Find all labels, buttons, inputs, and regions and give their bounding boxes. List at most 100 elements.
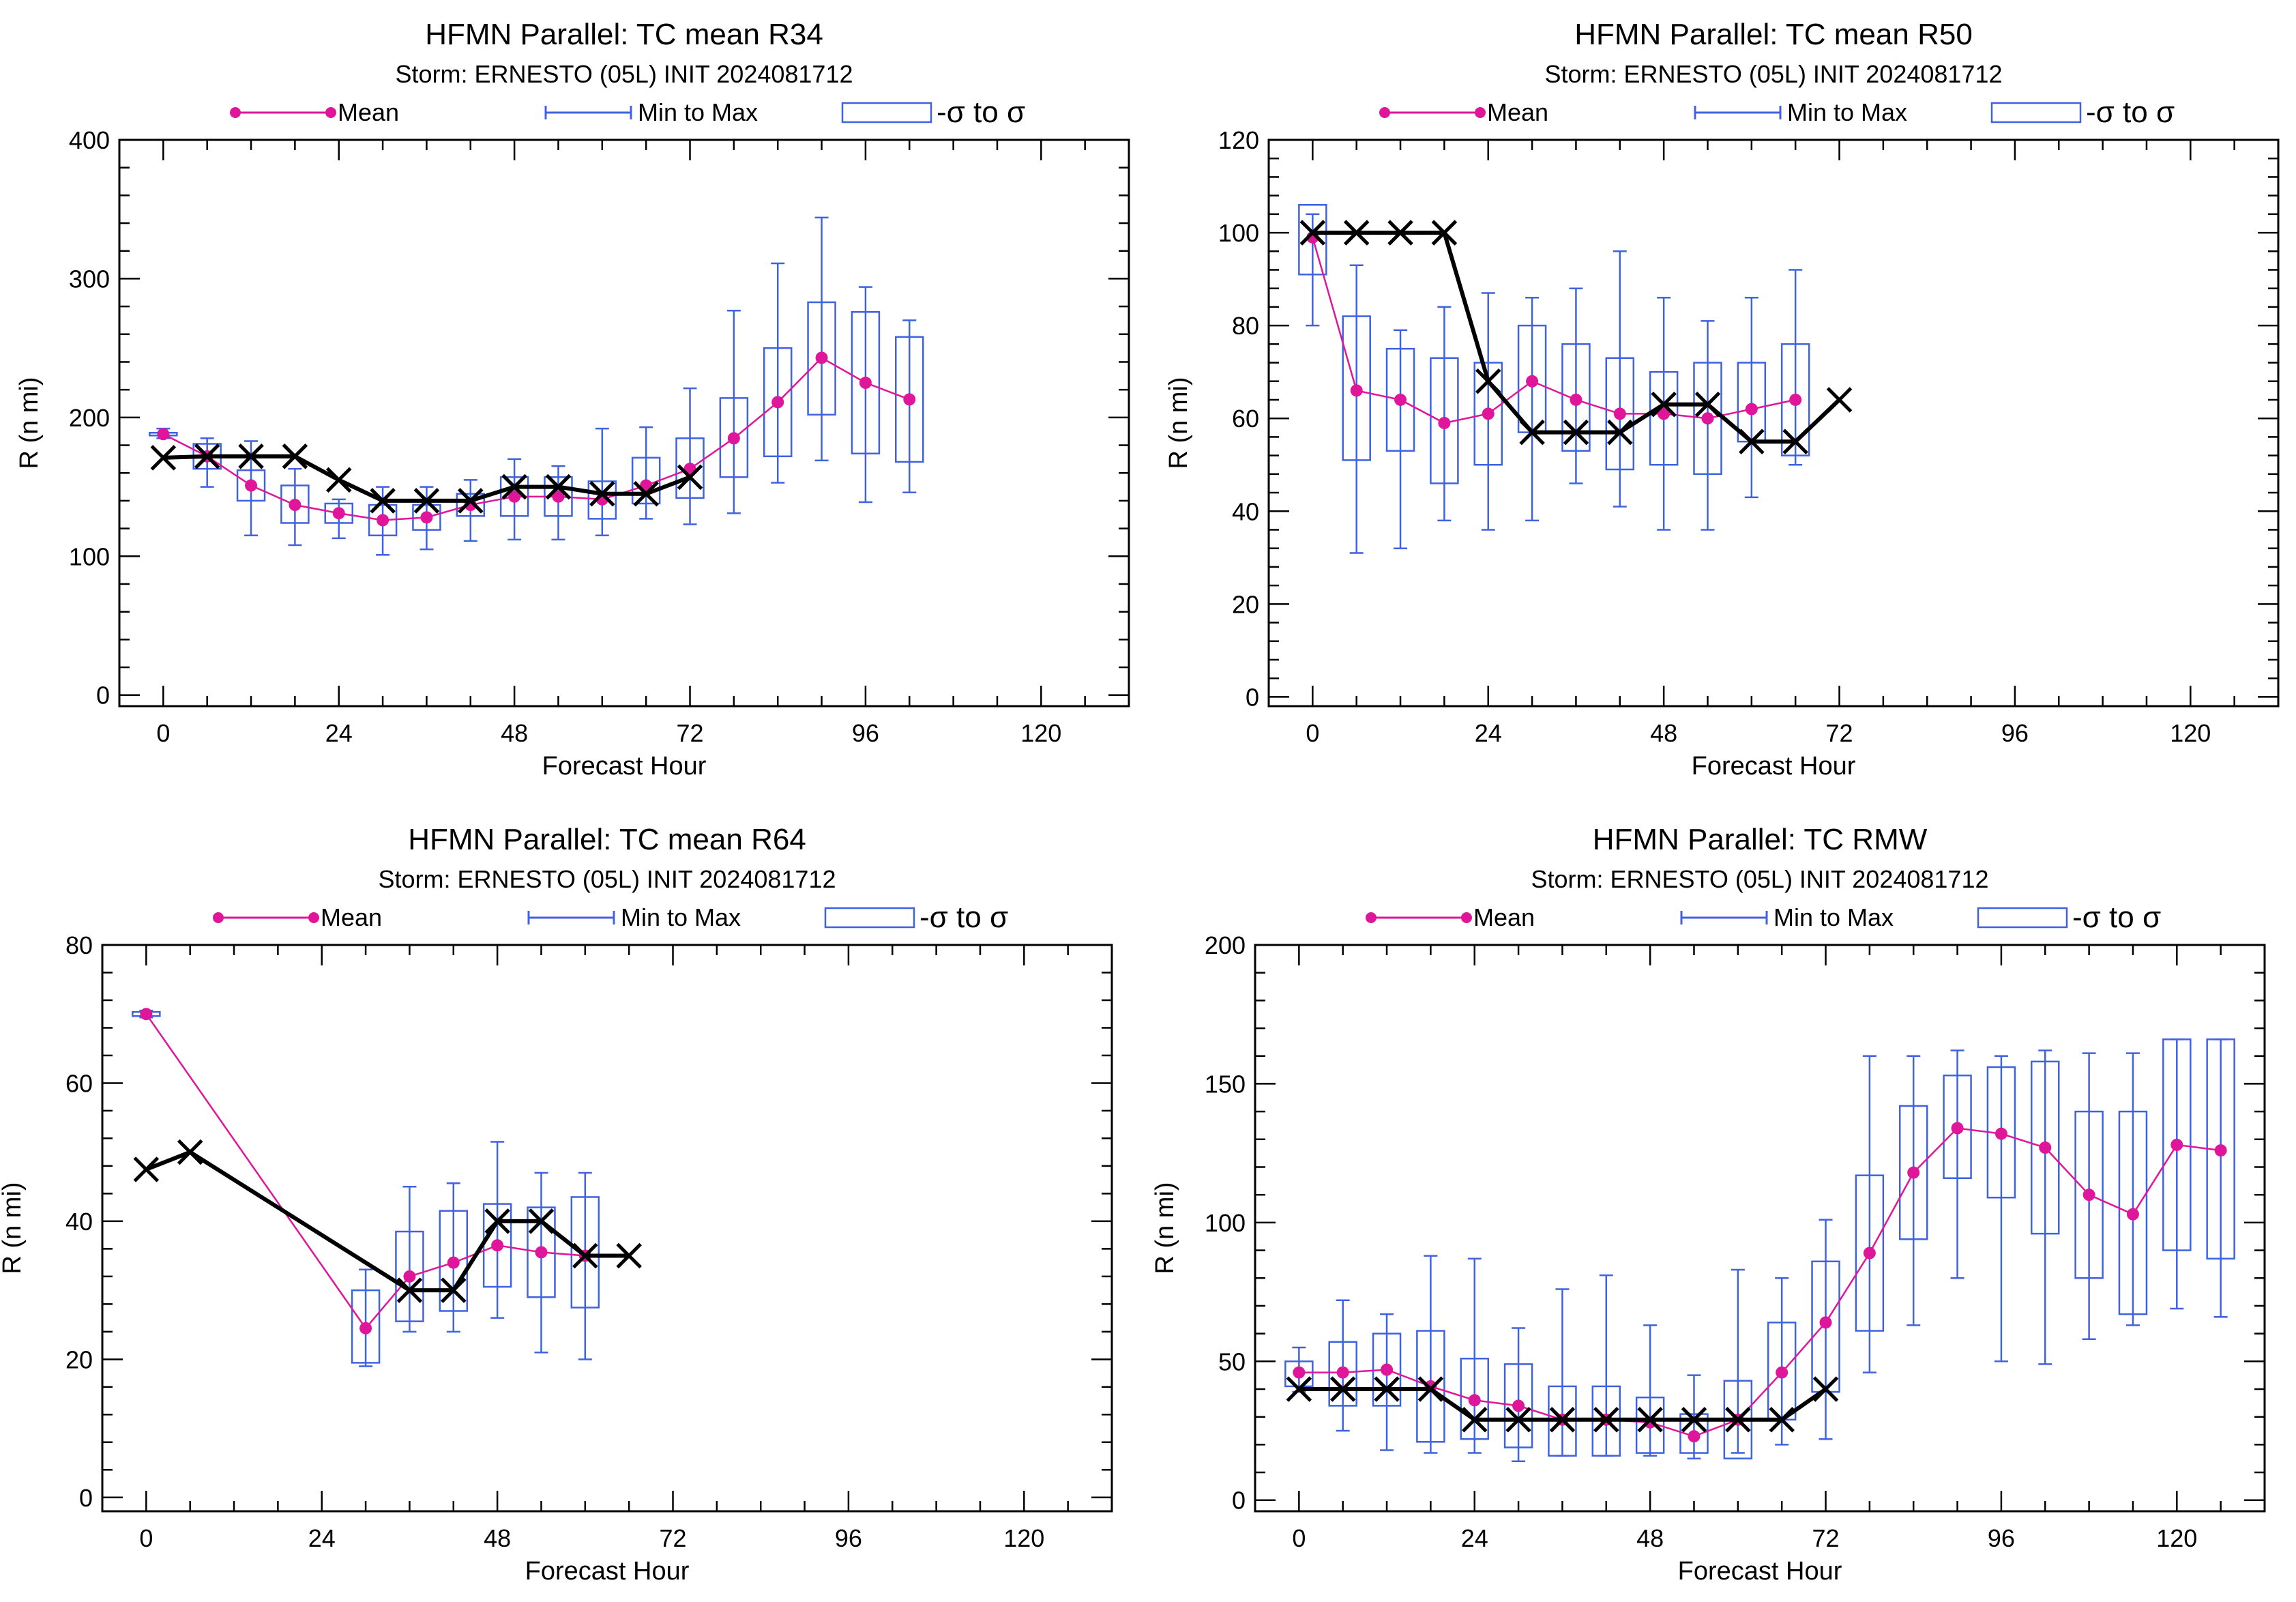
chart-subtitle: Storm: ERNESTO (05L) INIT 2024081712 — [1545, 60, 2003, 88]
legend-mean-marker — [230, 107, 241, 118]
y-tick-label: 40 — [65, 1208, 93, 1236]
observed-marker — [1374, 1376, 1400, 1402]
mean-point — [1995, 1127, 2007, 1140]
mean-point — [403, 1270, 416, 1283]
sigma-box — [280, 484, 310, 524]
mean-point — [535, 1246, 548, 1259]
x-tick-label: 72 — [1825, 719, 1853, 747]
observed-marker — [1637, 1406, 1663, 1433]
observed-marker — [1651, 392, 1677, 418]
legend-mean-marker — [1379, 107, 1390, 118]
mean-point — [2082, 1189, 2095, 1202]
mean-point — [508, 490, 521, 503]
observed-marker — [133, 1156, 160, 1182]
observed-marker — [1417, 1376, 1444, 1402]
mean-point — [157, 428, 170, 441]
mean-point — [859, 377, 872, 390]
legend-minmax-label: Min to Max — [621, 903, 741, 931]
observed-marker — [238, 443, 264, 469]
mean-point — [332, 507, 345, 520]
observed-marker — [1549, 1406, 1576, 1433]
observed-marker — [1461, 1406, 1488, 1433]
legend-mean-label: Mean — [1473, 903, 1535, 931]
sigma-box — [412, 504, 441, 531]
chart-title: HFMN Parallel: TC mean R50 — [1574, 18, 1973, 51]
x-axis-label: Forecast Hour — [1678, 1557, 1842, 1586]
sigma-box — [1679, 1413, 1709, 1454]
mean-point — [1819, 1316, 1832, 1329]
x-tick-label: 120 — [1003, 1524, 1044, 1552]
mean-point — [771, 396, 784, 409]
sigma-box — [236, 469, 266, 502]
x-tick-label: 96 — [1988, 1524, 2015, 1552]
sigma-box — [1503, 1363, 1533, 1448]
legend-sigma-label: -σ to σ — [937, 96, 1025, 129]
observed-marker — [572, 1242, 598, 1269]
legend-mean-marker — [325, 107, 336, 118]
mean-point — [2214, 1144, 2227, 1157]
x-tick-label: 24 — [1475, 719, 1502, 747]
observed-marker — [1694, 392, 1721, 418]
sigma-box — [439, 1210, 469, 1312]
legend-mean-label: Mean — [321, 903, 382, 931]
observed-marker — [458, 488, 484, 514]
observed-marker — [501, 474, 527, 500]
mean-point — [491, 1239, 504, 1252]
legend-sigma-box — [824, 907, 915, 929]
y-tick-label: 50 — [1218, 1348, 1246, 1375]
y-tick-label: 0 — [1232, 1487, 1246, 1515]
mean-point — [815, 351, 828, 364]
plot-frame — [118, 139, 1130, 708]
plot-frame — [1267, 139, 2280, 708]
sigma-box — [1780, 343, 1810, 456]
sigma-box — [2074, 1110, 2104, 1279]
observed-marker — [484, 1208, 510, 1234]
y-tick-label: 40 — [1232, 497, 1259, 525]
mean-point — [1789, 393, 1802, 406]
mean-point — [447, 1256, 460, 1269]
mean-point — [1863, 1247, 1876, 1259]
sigma-box — [763, 347, 793, 458]
observed-marker — [1607, 419, 1633, 446]
legend-mean-marker — [308, 912, 319, 923]
observed-marker — [1299, 220, 1326, 246]
mean-point — [1951, 1122, 1964, 1135]
mean-point — [1381, 1363, 1394, 1376]
mean-point — [1688, 1430, 1701, 1443]
x-tick-label: 96 — [852, 719, 879, 747]
sigma-box — [1328, 1341, 1357, 1407]
chart-panel-1: HFMN Parallel: TC mean R34 Storm: ERNESTO… — [15, 18, 1130, 781]
x-tick-label: 72 — [659, 1524, 686, 1552]
legend-sigma-box — [841, 102, 932, 123]
sigma-box — [1473, 362, 1503, 466]
mean-point — [377, 514, 389, 527]
sigma-box — [1811, 1260, 1840, 1393]
observed-marker — [150, 445, 177, 471]
y-tick-label: 80 — [1232, 312, 1259, 340]
observed-marker — [282, 443, 308, 469]
x-tick-label: 0 — [156, 719, 170, 747]
sigma-box — [1460, 1357, 1489, 1440]
observed-marker — [677, 464, 703, 491]
y-tick-label: 400 — [69, 126, 110, 154]
observed-marker — [1769, 1406, 1795, 1433]
legend-mean-label: Mean — [338, 98, 399, 126]
chart-panel-4: HFMN Parallel: TC RMW Storm: ERNESTO (05L… — [1151, 823, 2266, 1586]
sigma-box — [1342, 315, 1371, 461]
observed-marker — [194, 443, 220, 469]
legend-mean-marker — [1461, 912, 1472, 923]
mean-point — [552, 490, 565, 503]
sigma-box — [1372, 1332, 1402, 1407]
sigma-box — [587, 480, 617, 520]
observed-marker — [633, 480, 659, 507]
chart-subtitle: Storm: ERNESTO (05L) INIT 2024081712 — [1531, 865, 1989, 893]
sigma-box — [719, 397, 749, 478]
chart-subtitle: Storm: ERNESTO (05L) INIT 2024081712 — [379, 865, 836, 893]
mean-point — [1468, 1394, 1481, 1407]
y-tick-label: 150 — [1205, 1070, 1246, 1098]
y-tick-label: 60 — [65, 1069, 93, 1097]
mean-point — [1512, 1399, 1525, 1412]
y-tick-label: 80 — [65, 931, 93, 959]
observed-marker — [413, 488, 440, 514]
